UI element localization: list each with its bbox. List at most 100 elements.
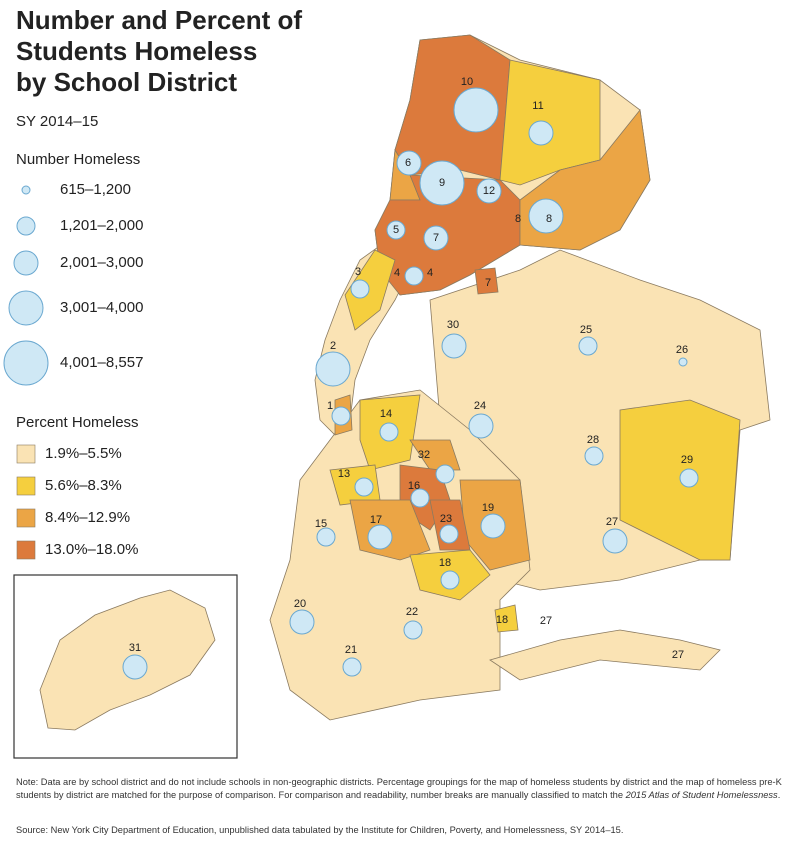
note-italic: 2015 Atlas of Student Homelessness: [625, 790, 778, 800]
district-label: 31: [129, 642, 141, 654]
legend-label: 5.6%–8.3%: [45, 477, 122, 494]
district-label: 15: [315, 518, 327, 530]
district-bubble: [315, 351, 351, 387]
map: Number and Percent of Students Homeless …: [3, 5, 771, 759]
district-area: [474, 267, 499, 295]
district-bubble: [528, 198, 564, 234]
district-label: 19: [482, 502, 494, 514]
district-bubble: [578, 336, 598, 356]
legend-label: 2,001–3,000: [60, 254, 143, 271]
district-bubble: [476, 178, 502, 204]
district-bubble: [289, 609, 315, 635]
district-label: 27: [540, 615, 552, 627]
district-bubble: [367, 524, 393, 550]
district-label: 2: [330, 340, 336, 352]
district-area: [409, 439, 461, 471]
district-label: 5: [393, 224, 399, 236]
legend-bubble: [8, 290, 44, 326]
district-label: 18: [496, 614, 508, 626]
district-label: 27: [606, 516, 618, 528]
district-label: 24: [474, 400, 486, 412]
source: Source: New York City Department of Educ…: [16, 825, 624, 835]
district-label: 26: [676, 344, 688, 356]
district-label: 30: [447, 319, 459, 331]
district-bubble: [440, 570, 460, 590]
district-label: 29: [681, 454, 693, 466]
district-label: 12: [483, 185, 495, 197]
district-bubble: [404, 266, 424, 286]
district-label: 11: [532, 100, 543, 112]
district-label: 8: [515, 213, 521, 225]
district-label: 10: [461, 76, 473, 88]
district-bubble: [122, 654, 148, 680]
subtitle: SY 2014–15: [16, 113, 98, 130]
district-bubble: [386, 220, 406, 240]
district-area: [344, 249, 396, 331]
district-bubble: [342, 657, 362, 677]
district-bubble: [435, 464, 455, 484]
district-label: 28: [587, 434, 599, 446]
district-area: [494, 604, 519, 633]
district-bubble: [396, 150, 422, 176]
note-text: .: [777, 790, 781, 800]
district-label: 7: [433, 232, 439, 244]
district-bubble: [528, 120, 554, 146]
district-label: 20: [294, 598, 306, 610]
district-bubble: [316, 527, 336, 547]
note: Note: Data are by school district and do…: [16, 776, 791, 802]
district-bubble: [480, 513, 506, 539]
district-bubble: [439, 524, 459, 544]
legend-bubble: [16, 216, 36, 236]
district-bubble: [423, 225, 449, 251]
legend-label: 615–1,200: [60, 181, 131, 198]
legend-label: 4,001–8,557: [60, 354, 143, 371]
district-bubble: [419, 160, 465, 206]
district-label: 14: [380, 408, 392, 420]
legend-bubble: [3, 340, 49, 386]
title-line: Students Homeless: [16, 36, 257, 66]
legend-label: 1.9%–5.5%: [45, 445, 122, 462]
inset-frame: [13, 574, 238, 759]
district-label: 6: [405, 157, 411, 169]
district-label: 9: [439, 177, 445, 189]
legend-title: Number Homeless: [16, 151, 140, 168]
district-bubble: [350, 279, 370, 299]
district-label: 7: [485, 277, 491, 289]
district-bubble: [468, 413, 494, 439]
legend-swatch: [16, 508, 36, 528]
legend-swatch: [16, 444, 36, 464]
district-label: 27: [672, 649, 684, 661]
district-bubble: [584, 446, 604, 466]
legend-label: 3,001–4,000: [60, 299, 143, 316]
district-bubble: [379, 422, 399, 442]
legend-title: Percent Homeless: [16, 414, 139, 431]
legend-label: 13.0%–18.0%: [45, 541, 138, 558]
title-line: Number and Percent of: [16, 5, 302, 35]
district-label: 21: [345, 644, 357, 656]
district-bubble: [441, 333, 467, 359]
district-label: 8: [546, 213, 552, 225]
legend-swatch: [16, 540, 36, 560]
district-label: 4: [427, 267, 433, 279]
title-line: by School District: [16, 67, 237, 97]
district-bubble: [331, 406, 351, 426]
legend-swatch: [16, 476, 36, 496]
district-bubble: [679, 468, 699, 488]
district-bubble: [410, 488, 430, 508]
district-label: 23: [440, 513, 452, 525]
district-label: 32: [418, 449, 430, 461]
legend-label: 8.4%–12.9%: [45, 509, 130, 526]
legend-bubble: [21, 185, 31, 195]
legend-bubble: [13, 250, 39, 276]
district-bubble: [602, 528, 628, 554]
district-label: 13: [338, 468, 350, 480]
borough: [489, 629, 721, 681]
legend-label: 1,201–2,000: [60, 217, 143, 234]
district-label: 1: [327, 400, 333, 412]
district-label: 18: [439, 557, 451, 569]
district-label: 16: [408, 480, 420, 492]
district-label: 3: [355, 266, 361, 278]
district-label: 22: [406, 606, 418, 618]
